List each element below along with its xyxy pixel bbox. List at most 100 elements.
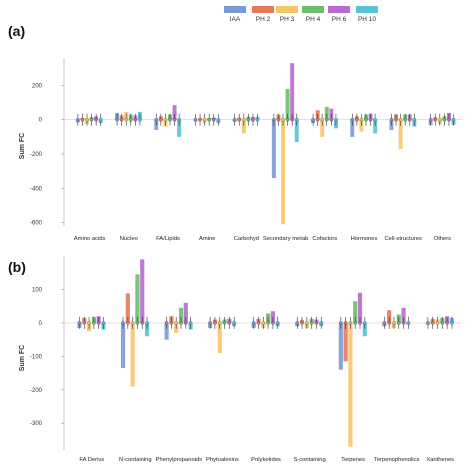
data-point xyxy=(169,321,174,325)
data-point xyxy=(89,117,94,122)
data-point xyxy=(392,321,396,325)
data-point xyxy=(401,321,406,325)
data-point xyxy=(450,321,454,325)
y-tick-label: -600 xyxy=(30,221,43,227)
data-point xyxy=(174,321,178,325)
data-point xyxy=(126,321,130,325)
data-point xyxy=(80,117,85,122)
panel-b: (b) Sum FC 100 0 -100 -200 -300 FA Derivs N-co… xyxy=(8,256,462,463)
data-point xyxy=(382,321,387,325)
data-point xyxy=(222,321,227,325)
data-point xyxy=(101,321,106,325)
data-point xyxy=(319,321,324,325)
data-point xyxy=(96,321,101,325)
data-point xyxy=(119,117,124,122)
x-tick-label: FA Derivs xyxy=(79,457,104,463)
data-point xyxy=(428,117,433,122)
data-point xyxy=(179,321,183,325)
data-point xyxy=(320,117,324,122)
data-point xyxy=(98,117,103,122)
data-point xyxy=(389,117,394,122)
x-tick-label: Terpenes xyxy=(341,457,365,463)
data-point xyxy=(358,321,362,325)
data-point xyxy=(130,321,135,325)
data-point xyxy=(412,117,417,122)
data-point xyxy=(355,117,359,122)
bar xyxy=(357,292,363,323)
data-point xyxy=(403,117,407,122)
bar xyxy=(343,322,348,362)
data-point xyxy=(348,321,353,325)
data-point xyxy=(438,117,442,122)
data-point xyxy=(394,117,398,122)
bar xyxy=(281,119,285,225)
data-point xyxy=(442,117,447,122)
x-tick-label: Cofactors xyxy=(312,236,337,242)
bar xyxy=(387,310,392,323)
data-point xyxy=(440,321,445,325)
data-point xyxy=(329,117,334,122)
y-tick-label: -100 xyxy=(30,354,43,360)
y-axis-label: Sum FC xyxy=(19,345,26,371)
bar xyxy=(353,301,358,323)
x-tick-label: Nucleo xyxy=(120,236,138,242)
data-point xyxy=(208,321,212,325)
data-point xyxy=(227,321,232,325)
data-point xyxy=(168,117,172,122)
data-point xyxy=(135,321,140,325)
legend-label: PH 3 xyxy=(280,16,295,23)
data-point xyxy=(121,321,125,325)
data-point xyxy=(237,117,241,122)
y-axis-label: Sum FC xyxy=(19,133,26,159)
data-point xyxy=(368,117,373,122)
data-point xyxy=(350,117,355,122)
legend-swatch xyxy=(328,6,350,13)
panel-label: (a) xyxy=(8,23,25,39)
y-tick-label: -400 xyxy=(30,186,43,192)
x-tick-label: Xanthenes xyxy=(426,457,454,463)
data-point xyxy=(271,321,275,325)
x-tick-label: Amino acids xyxy=(74,236,106,242)
data-point xyxy=(172,117,177,122)
data-point xyxy=(406,321,411,325)
legend-label: PH 6 xyxy=(332,16,347,23)
legend-item: PH 10 xyxy=(356,6,378,23)
data-point xyxy=(343,321,348,325)
x-tick-label: FA/Lipids xyxy=(156,236,180,242)
data-point xyxy=(426,321,430,325)
bar xyxy=(130,322,135,387)
data-point xyxy=(87,321,91,325)
bar xyxy=(350,119,355,137)
data-point xyxy=(305,321,309,325)
legend-swatch xyxy=(224,6,246,13)
legend-item: IAA xyxy=(224,6,246,23)
bar xyxy=(373,119,378,134)
x-tick-label: Cell-structures xyxy=(385,236,422,242)
x-tick-label: Phenylpropanoids xyxy=(156,457,203,463)
data-point xyxy=(339,321,343,325)
data-point xyxy=(184,321,188,325)
y-tick-label: 0 xyxy=(39,118,43,124)
x-tick-label: N-containing xyxy=(119,457,152,463)
bar xyxy=(398,119,403,149)
bar xyxy=(285,88,290,120)
data-point xyxy=(232,321,236,325)
data-point xyxy=(164,321,169,325)
data-point xyxy=(207,117,211,122)
y-tick-label: 200 xyxy=(32,83,43,89)
data-point xyxy=(85,117,89,122)
data-point xyxy=(315,117,320,122)
legend-label: IAA xyxy=(230,16,241,23)
data-point xyxy=(430,321,435,325)
x-tick-label: Secondary metab xyxy=(263,236,308,242)
data-point xyxy=(435,321,440,325)
data-point xyxy=(275,321,280,325)
bar xyxy=(338,322,343,370)
data-point xyxy=(364,117,368,122)
data-point xyxy=(115,117,119,122)
data-point xyxy=(216,117,221,122)
x-tick-label: Hormones xyxy=(351,236,378,242)
bar xyxy=(177,119,182,137)
y-tick-label: -200 xyxy=(30,152,43,158)
data-point xyxy=(295,321,300,325)
